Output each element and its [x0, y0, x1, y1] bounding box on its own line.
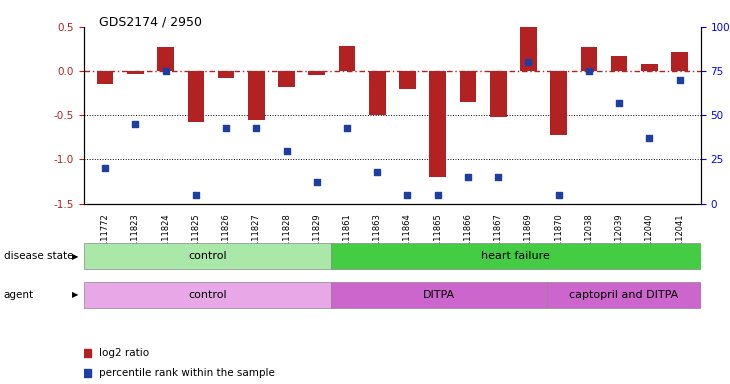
Point	[311, 179, 323, 185]
Bar	[278, 71, 295, 87]
Point	[160, 68, 172, 74]
Text: control: control	[188, 290, 226, 300]
Bar	[547, 282, 701, 308]
Text: heart failure: heart failure	[481, 251, 550, 262]
Text: GDS2174 / 2950: GDS2174 / 2950	[99, 15, 201, 28]
Bar	[331, 243, 701, 269]
Bar	[399, 71, 416, 89]
Bar	[309, 71, 325, 75]
Point	[281, 147, 293, 154]
Bar	[641, 64, 658, 71]
Bar	[611, 56, 628, 71]
Point	[432, 192, 444, 198]
Text: ▶: ▶	[72, 252, 78, 261]
Point	[523, 59, 534, 65]
Bar	[218, 71, 234, 78]
Point	[372, 169, 383, 175]
Point	[402, 192, 413, 198]
Text: disease state: disease state	[4, 251, 73, 262]
Point	[613, 100, 625, 106]
Bar	[84, 282, 331, 308]
Bar	[490, 71, 507, 117]
Point	[190, 192, 201, 198]
Bar	[339, 46, 356, 71]
Bar	[331, 282, 547, 308]
Bar	[550, 71, 567, 135]
Point	[250, 124, 262, 131]
Text: log2 ratio: log2 ratio	[99, 348, 150, 358]
Point	[553, 192, 564, 198]
Point	[129, 121, 141, 127]
Text: ▶: ▶	[72, 290, 78, 299]
Bar	[369, 71, 385, 115]
Text: percentile rank within the sample: percentile rank within the sample	[99, 367, 275, 378]
Bar	[97, 71, 113, 84]
Bar	[248, 71, 264, 120]
Bar	[520, 27, 537, 71]
Bar	[127, 71, 144, 74]
Point	[341, 124, 353, 131]
Point	[583, 68, 595, 74]
Text: agent: agent	[4, 290, 34, 300]
Text: DITPA: DITPA	[423, 290, 455, 300]
Point	[492, 174, 504, 180]
Point	[644, 135, 656, 141]
Point	[674, 77, 685, 83]
Bar	[580, 47, 597, 71]
Bar	[188, 71, 204, 122]
Bar	[157, 47, 174, 71]
Point	[99, 165, 111, 171]
Text: captopril and DITPA: captopril and DITPA	[569, 290, 678, 300]
Point	[220, 124, 232, 131]
Text: control: control	[188, 251, 226, 262]
Bar	[429, 71, 446, 177]
Bar	[84, 243, 331, 269]
Bar	[672, 51, 688, 71]
Point	[462, 174, 474, 180]
Bar	[460, 71, 476, 102]
